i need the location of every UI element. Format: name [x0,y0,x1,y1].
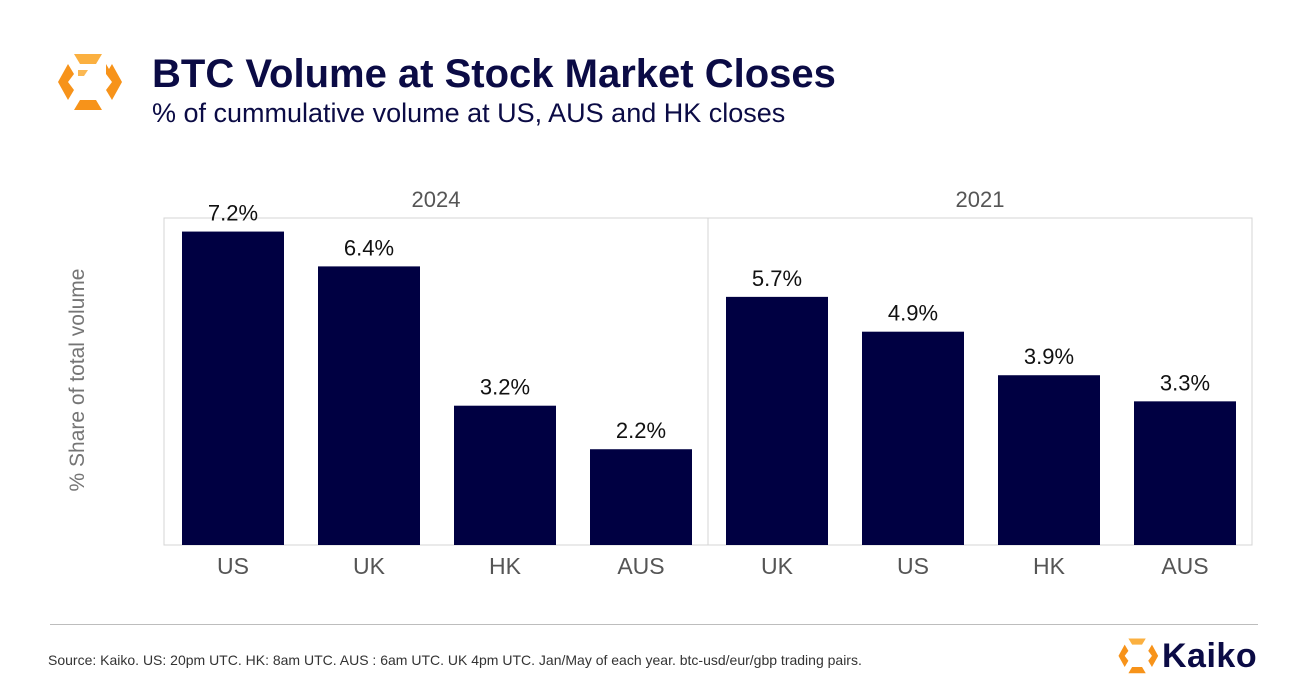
x-tick-label: AUS [1161,553,1208,579]
y-axis-label: % Share of total volume [66,269,89,492]
data-label: 3.3% [1160,370,1210,395]
chart-subtitle: % of cummulative volume at US, AUS and H… [152,98,786,128]
bar-HK [454,405,556,545]
bar-AUS [1134,401,1236,545]
chart-panels: 2024 7.2% US 6.4% UK 3.2% HK 2.2% AUS 2021 5.7% UK 4… [163,187,1253,579]
bar-UK [726,296,828,545]
panel-2024: 2024 7.2% US 6.4% UK 3.2% HK 2.2% AUS [163,187,709,579]
bar-US [862,331,964,545]
bar-chart: 2024 7.2% US 6.4% UK 3.2% HK 2.2% AUS 2021 5.7% UK 4… [66,187,1253,579]
kaiko-logo-icon [1118,638,1159,674]
data-label: 2.2% [616,418,666,443]
x-tick-label: US [217,553,249,579]
footer-divider [50,624,1258,625]
panel-2021: 2021 5.7% UK 4.9% US 3.9% HK 3.3% AUS [707,187,1253,579]
data-label: 5.7% [752,266,802,291]
data-label: 3.2% [480,375,530,400]
kaiko-logo-icon [58,54,122,110]
bar-AUS [590,449,692,545]
panel-title: 2024 [412,187,461,212]
x-tick-label: UK [761,553,794,579]
bar-UK [318,266,420,545]
x-tick-label: HK [1033,553,1066,579]
x-tick-label: AUS [617,553,664,579]
x-tick-label: HK [489,553,522,579]
source-note: Source: Kaiko. US: 20pm UTC. HK: 8am UTC… [48,652,862,668]
panel-frame [707,217,1253,546]
bar-US [182,231,284,545]
data-label: 3.9% [1024,344,1074,369]
panel-title: 2021 [956,187,1005,212]
data-label: 7.2% [208,201,258,226]
data-label: 4.9% [888,301,938,326]
bar-HK [998,375,1100,545]
chart-title: BTC Volume at Stock Market Closes [152,52,836,96]
x-tick-label: UK [353,553,386,579]
x-tick-label: US [897,553,929,579]
data-label: 6.4% [344,235,394,260]
brand-name: Kaiko [1162,637,1258,675]
